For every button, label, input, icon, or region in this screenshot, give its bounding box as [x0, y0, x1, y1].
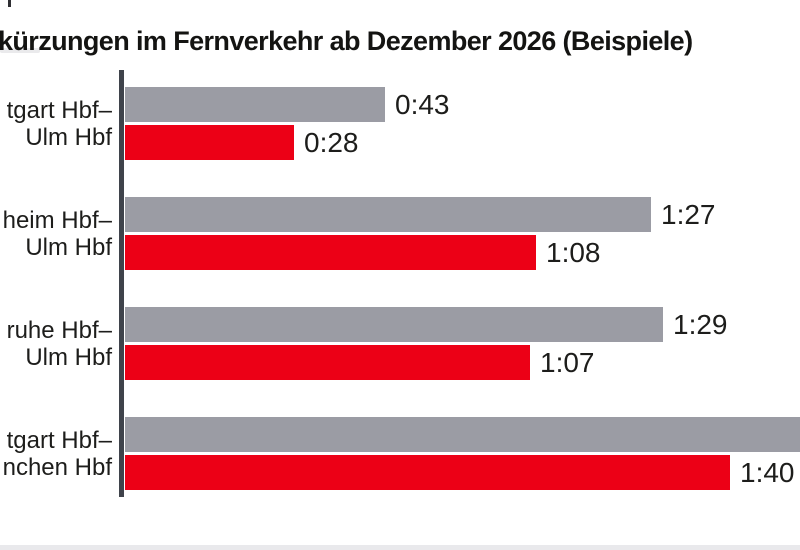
- red-bar: [125, 345, 530, 380]
- gray-bar: [125, 307, 663, 342]
- y-axis-line: [119, 70, 124, 497]
- bar-group-stuttgart-muenchen: tgart Hbf– nchen Hbf 1:40: [0, 417, 800, 492]
- red-value-label: 0:28: [304, 127, 359, 158]
- bottom-edge-line: [0, 545, 800, 550]
- category-label: heim Hbf– Ulm Hbf: [3, 207, 112, 261]
- gray-value-label: 1:27: [661, 199, 716, 230]
- chart-title: kürzungen im Fernverkehr ab Dezember 202…: [0, 26, 693, 57]
- category-label-line2: Ulm Hbf: [25, 234, 112, 261]
- category-label-line1: tgart Hbf–: [6, 97, 112, 124]
- category-label-line2: Ulm Hbf: [25, 344, 112, 371]
- gray-value-label: 0:43: [395, 89, 450, 120]
- gray-bar: [125, 417, 800, 452]
- category-label-line1: ruhe Hbf–: [6, 317, 112, 344]
- red-value-label: 1:40: [740, 457, 795, 488]
- category-label-line2: nchen Hbf: [2, 454, 112, 481]
- gray-bar: [125, 87, 385, 122]
- red-bar: [125, 125, 294, 160]
- category-label: tgart Hbf– nchen Hbf: [3, 427, 112, 481]
- red-value-label: 1:07: [540, 347, 595, 378]
- bar-group-karlsruhe-ulm: ruhe Hbf– Ulm Hbf 1:29 1:07: [0, 307, 800, 382]
- bar-group-stuttgart-ulm: tgart Hbf– Ulm Hbf 0:43 0:28: [0, 87, 800, 162]
- red-bar: [125, 235, 536, 270]
- red-value-label: 1:08: [546, 237, 601, 268]
- category-label-line2: Ulm Hbf: [25, 124, 112, 151]
- red-bar: [125, 455, 730, 490]
- clipped-text-smudge: [0, 48, 40, 53]
- category-label-line1: tgart Hbf–: [6, 427, 112, 454]
- gray-value-label: 1:29: [673, 309, 728, 340]
- clipped-edge-artifact: [8, 0, 11, 7]
- gray-bar: [125, 197, 651, 232]
- category-label: tgart Hbf– Ulm Hbf: [7, 97, 112, 151]
- category-label: ruhe Hbf– Ulm Hbf: [7, 317, 112, 371]
- category-label-line1: heim Hbf–: [2, 207, 112, 234]
- bar-group-mannheim-ulm: heim Hbf– Ulm Hbf 1:27 1:08: [0, 197, 800, 272]
